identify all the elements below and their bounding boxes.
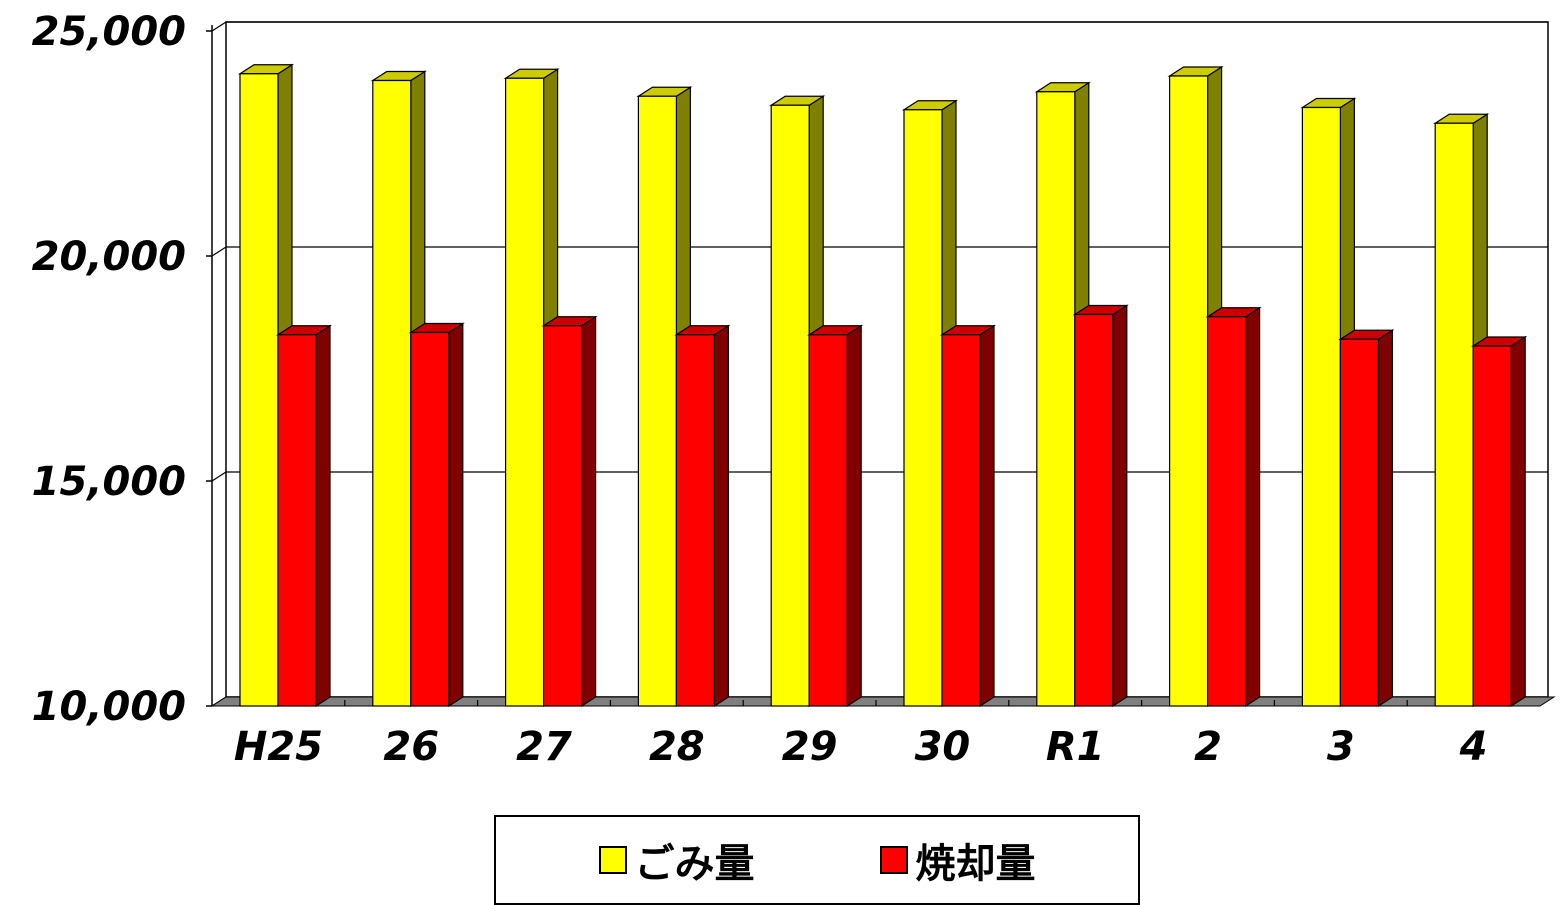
x-tick-label: 28 xyxy=(649,724,705,770)
bar-shokyaku xyxy=(275,324,333,708)
bar-shokyaku xyxy=(408,322,465,708)
bar-side xyxy=(979,324,995,708)
bar-shokyaku xyxy=(807,324,864,708)
bar-front xyxy=(410,331,450,707)
x-tick-label: 2 xyxy=(1194,724,1222,770)
bar-front xyxy=(239,73,279,707)
bar-front xyxy=(770,104,810,707)
gridline-connector xyxy=(211,471,227,482)
y-tick-labels: 10,000 15,000 20,000 25,000 xyxy=(32,9,186,730)
bar-front xyxy=(1472,345,1512,707)
bar-front xyxy=(1301,106,1342,707)
bar-front xyxy=(277,334,317,707)
bar-side xyxy=(713,324,730,708)
bar-shokyaku xyxy=(1471,335,1528,708)
bar-front xyxy=(637,95,678,707)
bar-front xyxy=(505,77,545,707)
bar-front xyxy=(1434,122,1474,707)
legend-item-shokyaku: 焼却量 xyxy=(879,831,1036,889)
x-tick-labels: H25 26 27 28 29 30 R1 2 3 4 xyxy=(234,724,1488,770)
legend-label-gomi: ごみ量 xyxy=(634,841,755,887)
x-tick-label: 29 xyxy=(782,724,838,770)
bar-front xyxy=(941,334,981,707)
y-tick-label: 15,000 xyxy=(32,459,186,505)
legend-swatch-shokyaku xyxy=(879,846,908,874)
bar-shokyaku xyxy=(674,324,731,708)
x-tick-label: 4 xyxy=(1459,724,1488,770)
bar-side xyxy=(1244,306,1261,708)
bar-front xyxy=(372,79,412,707)
legend: ごみ量 焼却量 xyxy=(494,815,1140,905)
gridline-connector xyxy=(211,21,227,32)
legend-item-gomi: ごみ量 xyxy=(598,831,755,889)
y-tick-label: 25,000 xyxy=(32,9,186,55)
bar-side xyxy=(1377,329,1394,708)
x-tick-label: 27 xyxy=(516,724,572,770)
y-axis xyxy=(206,25,1408,707)
bar-side xyxy=(315,324,331,708)
bar-shokyaku xyxy=(1072,304,1129,708)
y-tick-label: 10,000 xyxy=(32,684,186,730)
y-tick-label: 20,000 xyxy=(32,234,186,280)
legend-label-shokyaku: 焼却量 xyxy=(915,841,1036,887)
bar-front xyxy=(903,109,943,707)
bar-shokyaku xyxy=(939,324,997,708)
bar-shokyaku xyxy=(541,315,598,708)
x-tick-label: 26 xyxy=(383,724,439,770)
bar-front xyxy=(1339,338,1380,707)
bar-front xyxy=(542,325,583,707)
bar-front xyxy=(1206,316,1247,707)
bar-front xyxy=(808,334,848,707)
x-tick-label: R1 xyxy=(1046,724,1105,770)
x-tick-label: 30 xyxy=(915,724,971,770)
x-tick-label: 3 xyxy=(1327,724,1355,770)
bar-side xyxy=(448,322,464,708)
bar-front xyxy=(1168,75,1209,707)
bar-front xyxy=(1074,313,1114,707)
gridline-connector xyxy=(211,246,227,257)
bar-front xyxy=(675,334,716,707)
bar-side xyxy=(846,324,862,708)
x-tick-label: H25 xyxy=(234,724,323,770)
bar-side xyxy=(1510,335,1526,708)
legend-swatch-gomi xyxy=(598,846,627,874)
bar-side xyxy=(580,315,597,708)
bar-shokyaku xyxy=(1205,306,1262,708)
bars-group xyxy=(237,63,1528,708)
bar-shokyaku xyxy=(1338,329,1395,708)
bar-front xyxy=(1036,91,1076,707)
bar-side xyxy=(1112,304,1128,708)
